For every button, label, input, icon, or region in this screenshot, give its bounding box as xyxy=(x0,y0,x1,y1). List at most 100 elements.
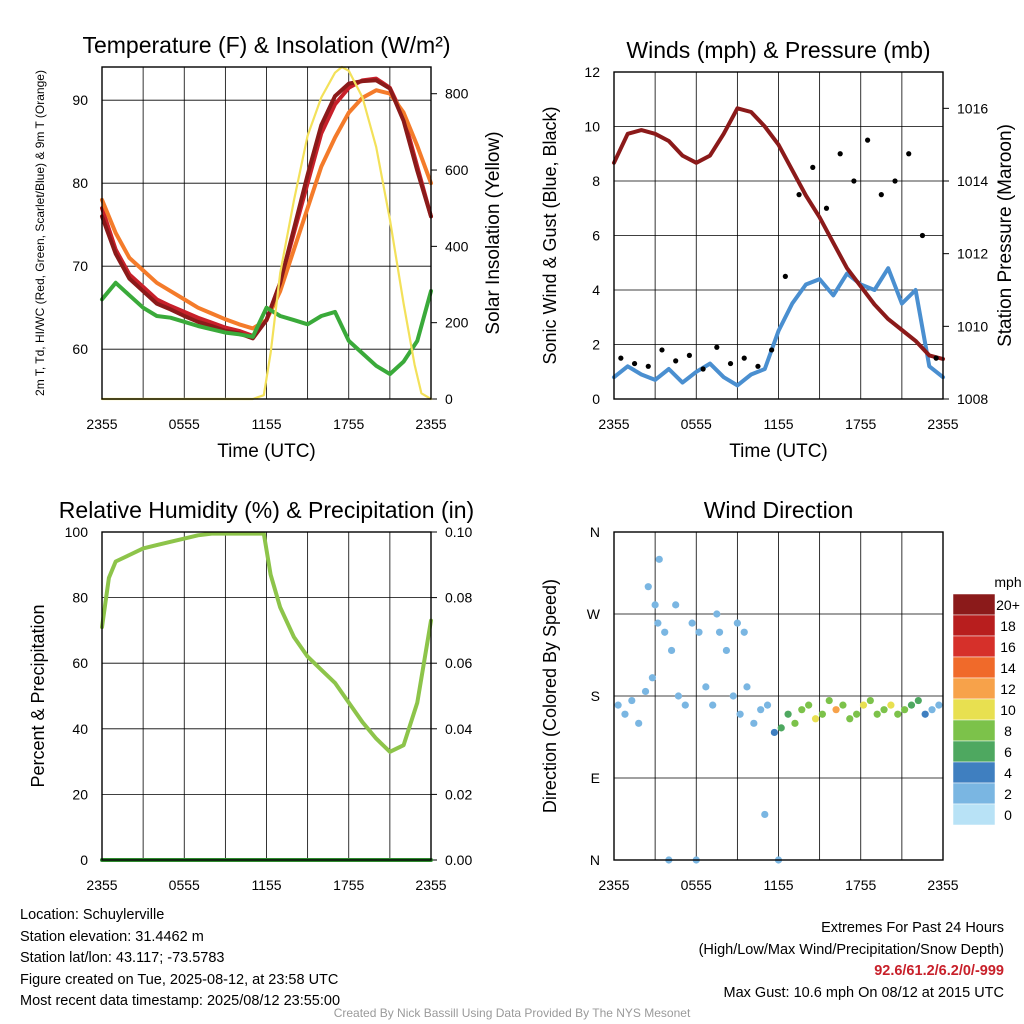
direction-point xyxy=(832,706,840,714)
direction-point xyxy=(914,696,922,705)
direction-point xyxy=(894,710,902,718)
direction-point xyxy=(695,628,703,636)
gust-point xyxy=(769,347,775,353)
y-tick-label: 60 xyxy=(72,655,88,671)
extremes-values: 92.6/61.2/6.2/0/-999 xyxy=(874,963,1004,979)
x-tick-label: 2355 xyxy=(927,877,958,893)
gust-point xyxy=(714,344,720,350)
y2-tick-label: 800 xyxy=(445,86,469,102)
legend-swatch xyxy=(952,761,996,784)
extremes-title: Extremes For Past 24 Hours xyxy=(821,920,1004,936)
x-tick-label: 1755 xyxy=(845,877,876,893)
x-tick-label: 0555 xyxy=(169,416,200,432)
meteogram-canvas: Temperature (F) & Insolation (W/m²) 2355 0… xyxy=(28,32,1022,893)
legend-label: 20+ xyxy=(996,597,1020,613)
direction-point xyxy=(681,701,689,709)
legend-label: 12 xyxy=(1000,681,1016,697)
chart-title: Relative Humidity (%) & Precipitation (i… xyxy=(59,497,474,523)
y2-tick-label: 400 xyxy=(445,238,469,254)
series-line xyxy=(100,280,433,377)
gust-point xyxy=(810,164,816,170)
x-tick-label: 2355 xyxy=(415,416,446,432)
y-axis-label: Percent & Precipitation xyxy=(28,604,48,787)
legend-label: 10 xyxy=(1000,702,1016,718)
direction-point xyxy=(873,710,881,718)
gust-point xyxy=(919,232,926,239)
direction-point xyxy=(901,706,909,714)
direction-point xyxy=(672,601,680,609)
gust-point xyxy=(892,178,898,184)
direction-point xyxy=(709,701,717,709)
extremes-subtitle: (High/Low/Max Wind/Precipitation/Snow De… xyxy=(698,941,1004,958)
max-gust-text: Max Gust: 10.6 mph On 08/12 at 2015 UTC xyxy=(723,984,1004,1001)
y-tick-label: 70 xyxy=(72,258,88,274)
gust-point xyxy=(631,360,638,367)
x-tick-label: 1755 xyxy=(845,416,876,432)
direction-point xyxy=(805,701,813,709)
y2-tick-label: 1016 xyxy=(957,100,988,116)
x-tick-label: 1155 xyxy=(763,416,793,432)
y2-tick-label: 1010 xyxy=(957,318,988,334)
gust-point xyxy=(700,366,706,372)
legend-swatch xyxy=(952,719,996,742)
direction-point xyxy=(644,583,652,591)
direction-point xyxy=(614,701,622,709)
x-tick-label: 1755 xyxy=(333,877,364,893)
legend-swatch xyxy=(952,635,996,658)
direction-point xyxy=(757,706,765,714)
x-tick-label: 1155 xyxy=(251,416,281,432)
y2-tick-label: 0.06 xyxy=(445,655,472,671)
gust-point xyxy=(618,355,624,361)
x-axis-label: Time (UTC) xyxy=(729,441,828,462)
direction-point xyxy=(866,696,874,705)
chart-title: Wind Direction xyxy=(704,497,854,523)
x-tick-label: 0555 xyxy=(681,416,712,432)
y-tick-label: 8 xyxy=(592,173,600,189)
latlon-text: Station lat/lon: 43.117; -73.5783 xyxy=(20,950,225,966)
direction-point xyxy=(859,701,868,709)
legend-title: mph xyxy=(994,574,1021,590)
gust-point xyxy=(823,205,830,211)
x-tick-label: 1155 xyxy=(763,877,793,893)
direction-point xyxy=(651,601,659,609)
plot-frame xyxy=(101,531,432,861)
chart-title: Winds (mph) & Pressure (mb) xyxy=(626,37,930,63)
y-tick-label: 90 xyxy=(72,92,88,108)
plot-frame xyxy=(101,66,432,400)
direction-point xyxy=(688,619,696,627)
direction-point xyxy=(733,619,741,627)
direction-point xyxy=(818,710,826,718)
y-tick-label: E xyxy=(591,770,600,786)
x-tick-label: 0555 xyxy=(169,877,200,893)
direction-point xyxy=(654,619,662,627)
direction-point xyxy=(770,728,778,737)
gust-point xyxy=(755,363,761,369)
series-line xyxy=(612,266,945,388)
plot-frame xyxy=(613,531,944,861)
y2-axis-label: Solar Insolation (Yellow) xyxy=(483,131,504,334)
y-axis-label: 2m T, Td, HI/WC (Red, Green, Scarlet/Blu… xyxy=(33,70,47,396)
direction-point xyxy=(825,696,833,705)
direction-point xyxy=(887,701,895,709)
legend-label: 8 xyxy=(1004,723,1012,739)
y2-tick-label: 600 xyxy=(445,162,469,178)
x-axis-label: Time (UTC) xyxy=(217,441,316,462)
direction-point xyxy=(661,628,669,636)
series-line xyxy=(100,531,433,754)
chart-panel-4: Wind Direction 2355 0555 1155 1755 2355 N E S W N D… xyxy=(540,497,1022,893)
legend-swatch xyxy=(952,803,996,826)
gust-point xyxy=(933,355,939,361)
legend-swatch xyxy=(952,677,996,700)
gust-point xyxy=(851,178,857,184)
x-tick-label: 2355 xyxy=(927,416,958,432)
direction-point xyxy=(667,646,676,655)
y2-tick-label: 1014 xyxy=(957,173,988,189)
legend-label: 6 xyxy=(1004,744,1012,760)
y2-tick-label: 0 xyxy=(445,391,453,407)
y-axis-label: Sonic Wind & Gust (Blue, Black) xyxy=(540,106,560,364)
direction-point xyxy=(839,701,847,709)
direction-point xyxy=(722,646,731,655)
direction-point xyxy=(791,719,799,727)
x-tick-label: 2355 xyxy=(598,877,629,893)
direction-point xyxy=(761,810,769,819)
